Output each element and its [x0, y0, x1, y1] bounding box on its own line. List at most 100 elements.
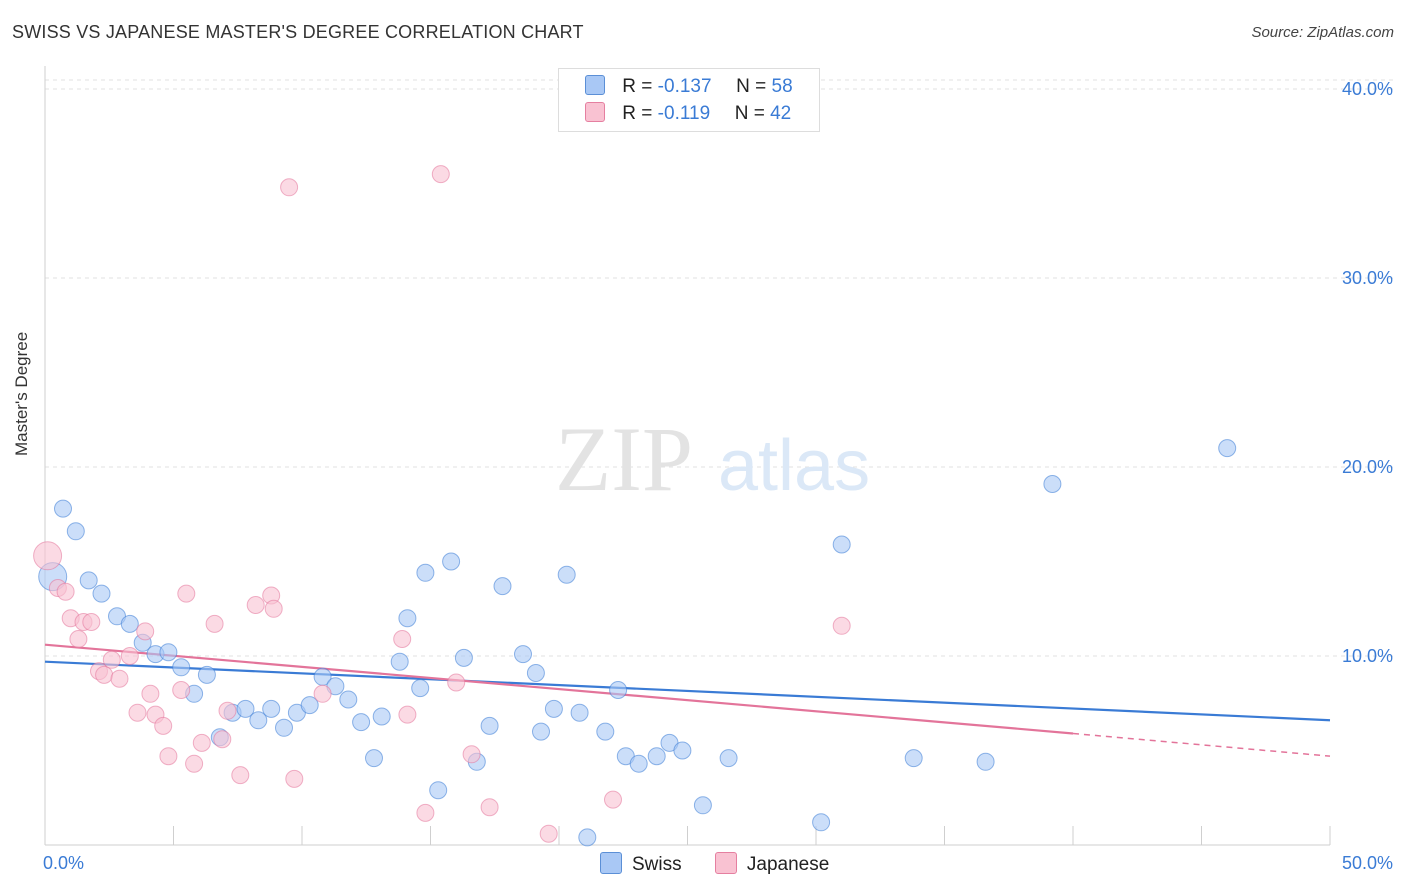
japanese-point: [128, 703, 147, 722]
trend-lines: [44, 643, 1331, 757]
legend-n-label: N =: [736, 76, 767, 97]
swiss-point: [904, 749, 923, 768]
japanese-point: [95, 665, 114, 684]
swiss-point: [120, 614, 139, 633]
y-tick-label: 40.0%: [1342, 79, 1393, 99]
swiss-point: [832, 535, 851, 554]
tick-labels: 10.0% 20.0% 30.0% 40.0% 0.0% 50.0%: [43, 79, 1393, 873]
swiss-point: [673, 741, 692, 760]
japanese-point: [462, 745, 481, 764]
japanese-point: [172, 681, 191, 699]
legend-r-value: -0.137: [657, 76, 712, 97]
swiss-point: [365, 749, 383, 768]
japanese-point: [246, 596, 265, 614]
swiss-point: [493, 577, 512, 596]
legend-n-value: 58: [771, 76, 793, 97]
swiss-point: [172, 658, 191, 677]
swiss-point: [693, 796, 712, 815]
swiss-point: [719, 749, 738, 768]
japanese-point: [69, 630, 88, 648]
japanese-point: [33, 541, 63, 571]
swiss-point: [544, 699, 563, 718]
legend-label-swiss: Swiss: [632, 854, 682, 875]
legend-r-label: R =: [622, 103, 653, 124]
swiss-point: [812, 813, 831, 832]
swiss-point: [236, 699, 255, 718]
swiss-point: [66, 522, 85, 541]
legend-row-japanese: R = -0.119 N = 42: [585, 102, 791, 126]
swiss-point: [275, 718, 293, 737]
stats-legend: R = -0.137 N = 58 R = -0.119 N = 42: [558, 68, 820, 132]
swiss-point: [514, 645, 532, 664]
japanese-point: [102, 650, 121, 669]
swiss-point: [442, 552, 461, 571]
japanese-point: [431, 165, 450, 184]
japanese-point: [280, 178, 299, 197]
legend-n-label: N =: [734, 103, 765, 124]
legend-swatch-japanese: [585, 102, 605, 122]
swiss-point: [609, 681, 628, 699]
swiss-point: [79, 571, 98, 590]
data-points: [33, 165, 1237, 847]
japanese-point: [285, 769, 304, 788]
swiss-point: [390, 652, 409, 671]
japanese-point: [604, 790, 622, 809]
japanese-point: [205, 614, 224, 633]
legend-item-japanese[interactable]: Japanese: [714, 852, 829, 876]
japanese-point: [192, 733, 211, 752]
swiss-point: [570, 703, 589, 722]
y-tick-label: 20.0%: [1342, 457, 1393, 477]
japanese-point: [159, 747, 178, 766]
x-tick-label: 50.0%: [1342, 853, 1393, 873]
swiss-point: [352, 713, 371, 732]
source-label: Source: ZipAtlas.com: [1251, 24, 1394, 41]
swiss-point: [300, 696, 319, 715]
swiss-point: [578, 828, 597, 847]
japanese-point: [177, 584, 196, 603]
swiss-point: [1218, 439, 1237, 458]
chart-title: SWISS VS JAPANESE MASTER'S DEGREE CORREL…: [12, 22, 584, 42]
japanese-trend-line: [44, 643, 1074, 735]
swiss-point: [54, 499, 72, 518]
japanese-point: [447, 673, 466, 692]
japanese-point: [393, 630, 412, 648]
swiss-point: [416, 563, 435, 582]
swiss-trend-line: [44, 660, 1331, 722]
japanese-point: [185, 754, 204, 773]
japanese-point: [218, 701, 237, 720]
japanese-point: [398, 705, 417, 724]
legend-r-label: R =: [622, 76, 653, 97]
japanese-point: [120, 647, 139, 665]
japanese-point: [480, 798, 499, 817]
legend-swatch-swiss: [585, 75, 605, 95]
japanese-point: [141, 684, 160, 703]
swiss-point: [480, 716, 499, 735]
watermark-zip: ZIP: [555, 408, 693, 510]
swiss-point: [92, 584, 111, 603]
japanese-point: [110, 669, 129, 688]
y-tick-label: 30.0%: [1342, 268, 1393, 288]
x-tick-label: 0.0%: [43, 853, 84, 873]
japanese-point: [56, 582, 75, 601]
japanese-point: [313, 684, 332, 703]
swiss-point: [629, 754, 648, 773]
swiss-point: [1043, 475, 1062, 493]
legend-n-value: 42: [770, 103, 792, 124]
swiss-point: [411, 679, 430, 698]
japanese-point: [832, 616, 851, 635]
swiss-point: [429, 781, 448, 800]
legend-swatch-japanese: [714, 852, 737, 874]
swiss-point: [398, 609, 417, 628]
axes: [44, 66, 1331, 846]
legend-row-swiss: R = -0.137 N = 58: [585, 75, 793, 99]
legend-item-swiss[interactable]: Swiss: [600, 852, 682, 876]
japanese-point: [416, 803, 435, 822]
y-tick-label: 10.0%: [1342, 646, 1393, 666]
swiss-point: [454, 648, 473, 667]
series-legend: Swiss Japanese: [600, 852, 857, 876]
grid-lines: [45, 79, 1395, 657]
japanese-point: [82, 613, 101, 631]
japanese-point: [231, 766, 250, 785]
legend-swatch-swiss: [600, 852, 622, 874]
japanese-trend-extension: [1072, 732, 1331, 757]
